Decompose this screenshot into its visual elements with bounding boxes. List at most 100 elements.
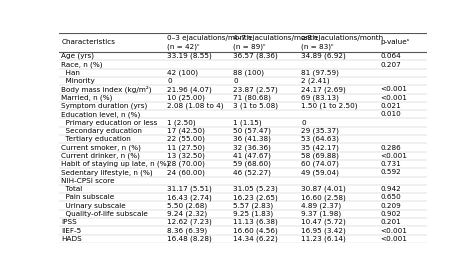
Text: 13 (32.50): 13 (32.50)	[167, 153, 205, 159]
Text: ≥8 ejaculations/month
(n = 83)ᶜ: ≥8 ejaculations/month (n = 83)ᶜ	[301, 35, 383, 50]
Text: 36 (41.38): 36 (41.38)	[233, 136, 271, 143]
Text: 59 (68.60): 59 (68.60)	[233, 161, 271, 167]
Text: 16.95 (3.42): 16.95 (3.42)	[301, 227, 346, 234]
Text: HADS: HADS	[62, 236, 82, 242]
Text: 34.89 (6.92): 34.89 (6.92)	[301, 53, 346, 60]
Text: Current drinker, n (%): Current drinker, n (%)	[62, 153, 140, 159]
Text: 24 (60.00): 24 (60.00)	[167, 169, 205, 176]
Text: 0.731: 0.731	[380, 161, 401, 167]
Text: Sedentary lifestyle, n (%): Sedentary lifestyle, n (%)	[62, 169, 153, 176]
Text: Habit of staying up late, n (%): Habit of staying up late, n (%)	[62, 161, 170, 167]
Text: 58 (69.88): 58 (69.88)	[301, 153, 339, 159]
Text: <0.001: <0.001	[380, 87, 407, 93]
Text: Urinary subscale: Urinary subscale	[62, 203, 126, 209]
Text: 0.064: 0.064	[380, 53, 401, 59]
Text: 0.021: 0.021	[380, 103, 401, 109]
Text: 11 (27.50): 11 (27.50)	[167, 144, 205, 151]
Text: 0.902: 0.902	[380, 211, 401, 217]
Text: 32 (36.36): 32 (36.36)	[233, 144, 271, 151]
Text: 9.24 (2.32): 9.24 (2.32)	[167, 211, 208, 217]
Text: <0.001: <0.001	[380, 95, 407, 101]
Text: Han: Han	[62, 70, 80, 76]
Text: Married, n (%): Married, n (%)	[62, 94, 113, 101]
Text: 22 (55.00): 22 (55.00)	[167, 136, 205, 143]
Text: Race, n (%): Race, n (%)	[62, 61, 103, 68]
Text: 2 (2.41): 2 (2.41)	[301, 78, 330, 84]
Text: 60 (74.07): 60 (74.07)	[301, 161, 339, 167]
Text: Tertiary education: Tertiary education	[62, 136, 131, 142]
Text: 9.25 (1.83): 9.25 (1.83)	[233, 211, 273, 217]
Text: 0.286: 0.286	[380, 144, 401, 150]
Text: <0.001: <0.001	[380, 153, 407, 159]
Text: 0.942: 0.942	[380, 186, 401, 192]
Text: 0: 0	[233, 78, 238, 84]
Text: 14.34 (6.22): 14.34 (6.22)	[233, 236, 278, 242]
Text: 1 (1.15): 1 (1.15)	[233, 119, 262, 126]
Text: Age (yrs): Age (yrs)	[62, 53, 94, 60]
Text: 33.19 (8.55): 33.19 (8.55)	[167, 53, 212, 60]
Text: Quality-of-life subscale: Quality-of-life subscale	[62, 211, 148, 217]
Text: Pain subscale: Pain subscale	[62, 194, 115, 200]
Text: 0.201: 0.201	[380, 219, 401, 225]
Text: 29 (35.37): 29 (35.37)	[301, 128, 339, 134]
Text: 5.50 (2.68): 5.50 (2.68)	[167, 202, 208, 209]
Text: 31.05 (5.23): 31.05 (5.23)	[233, 186, 278, 192]
Text: NIH-CPSI score: NIH-CPSI score	[62, 178, 115, 184]
Text: 0: 0	[167, 78, 172, 84]
Text: 36.57 (8.36): 36.57 (8.36)	[233, 53, 278, 60]
Text: 1.50 (1 to 2.50): 1.50 (1 to 2.50)	[301, 103, 358, 109]
Text: 0.209: 0.209	[380, 203, 401, 209]
Text: 0.650: 0.650	[380, 194, 401, 200]
Text: Body mass index (kg/m²): Body mass index (kg/m²)	[62, 86, 152, 93]
Text: 1 (2.50): 1 (2.50)	[167, 119, 196, 126]
Text: 30.87 (4.01): 30.87 (4.01)	[301, 186, 346, 192]
Text: 24.17 (2.69): 24.17 (2.69)	[301, 86, 346, 93]
Text: 3 (1 to 5.08): 3 (1 to 5.08)	[233, 103, 278, 109]
Text: 16.43 (2.74): 16.43 (2.74)	[167, 194, 212, 201]
Text: 5.57 (2.83): 5.57 (2.83)	[233, 202, 273, 209]
Text: 16.48 (8.28): 16.48 (8.28)	[167, 236, 212, 242]
Text: 35 (42.17): 35 (42.17)	[301, 144, 339, 151]
Text: <0.001: <0.001	[380, 236, 407, 242]
Text: Primary education or less: Primary education or less	[62, 120, 158, 126]
Text: 2.08 (1.08 to 4): 2.08 (1.08 to 4)	[167, 103, 224, 109]
Text: 53 (64.63): 53 (64.63)	[301, 136, 339, 143]
Text: 16.60 (2.58): 16.60 (2.58)	[301, 194, 346, 201]
Text: <0.001: <0.001	[380, 227, 407, 233]
Text: 0.592: 0.592	[380, 170, 401, 176]
Text: 81 (97.59): 81 (97.59)	[301, 70, 339, 76]
Text: 4.89 (2.37): 4.89 (2.37)	[301, 202, 341, 209]
Text: 0–3 ejaculations/month
(n = 42)ᶜ: 0–3 ejaculations/month (n = 42)ᶜ	[167, 35, 252, 50]
Text: 69 (83.13): 69 (83.13)	[301, 94, 339, 101]
Text: p-valueᶝ: p-valueᶝ	[380, 39, 410, 45]
Text: 10.47 (5.72): 10.47 (5.72)	[301, 219, 346, 225]
Text: 16.23 (2.65): 16.23 (2.65)	[233, 194, 278, 201]
Text: IIEF-5: IIEF-5	[62, 227, 82, 233]
Text: 50 (57.47): 50 (57.47)	[233, 128, 271, 134]
Text: IPSS: IPSS	[62, 219, 77, 225]
Text: Symptom duration (yrs): Symptom duration (yrs)	[62, 103, 148, 109]
Text: Characteristics: Characteristics	[62, 39, 116, 45]
Text: 4–7 ejaculations/month
(n = 89)ᶜ: 4–7 ejaculations/month (n = 89)ᶜ	[233, 35, 318, 50]
Text: 11.23 (6.14): 11.23 (6.14)	[301, 236, 346, 242]
Text: 0: 0	[301, 120, 306, 126]
Text: 0.010: 0.010	[380, 111, 401, 117]
Text: 12.62 (7.23): 12.62 (7.23)	[167, 219, 212, 225]
Text: 11.13 (6.38): 11.13 (6.38)	[233, 219, 278, 225]
Text: 46 (52.27): 46 (52.27)	[233, 169, 271, 176]
Text: Secondary education: Secondary education	[62, 128, 142, 134]
Text: Total: Total	[62, 186, 82, 192]
Text: Education level, n (%): Education level, n (%)	[62, 111, 141, 118]
Text: 71 (80.68): 71 (80.68)	[233, 94, 271, 101]
Text: 42 (100): 42 (100)	[167, 70, 198, 76]
Text: 41 (47.67): 41 (47.67)	[233, 153, 271, 159]
Text: 28 (70.00): 28 (70.00)	[167, 161, 205, 167]
Text: 17 (42.50): 17 (42.50)	[167, 128, 205, 134]
Text: 16.60 (4.56): 16.60 (4.56)	[233, 227, 278, 234]
Text: 0.207: 0.207	[380, 61, 401, 67]
Text: Minority: Minority	[62, 78, 95, 84]
Text: 88 (100): 88 (100)	[233, 70, 264, 76]
Text: 8.36 (6.39): 8.36 (6.39)	[167, 227, 208, 234]
Text: 23.87 (2.57): 23.87 (2.57)	[233, 86, 278, 93]
Text: 21.96 (4.07): 21.96 (4.07)	[167, 86, 212, 93]
